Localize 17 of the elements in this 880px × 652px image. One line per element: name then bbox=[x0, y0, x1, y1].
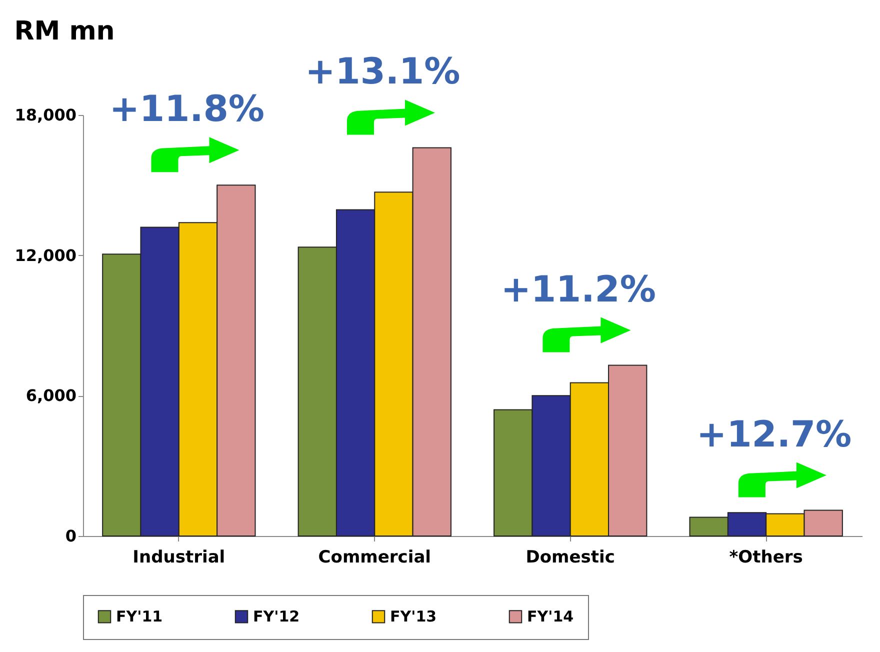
y-tick-label: 6,000 bbox=[26, 386, 76, 406]
x-tick-label: *Others bbox=[729, 548, 803, 568]
chart-title: RM mn bbox=[14, 16, 115, 47]
legend-label: FY'12 bbox=[253, 608, 300, 626]
legend-label: FY'11 bbox=[116, 608, 163, 626]
y-tick-label: 0 bbox=[65, 526, 76, 546]
x-tick-label: Commercial bbox=[318, 548, 431, 568]
y-tick-label: 12,000 bbox=[14, 246, 76, 265]
y-tick-label: 18,000 bbox=[14, 106, 76, 124]
x-tick-label: Industrial bbox=[132, 548, 226, 568]
text: +13.1% bbox=[305, 52, 460, 93]
annotation: +11.8% bbox=[109, 89, 264, 130]
x-tick-label: Domestic bbox=[526, 548, 615, 568]
legend-label: FY'13 bbox=[390, 608, 437, 626]
legend-label: FY'14 bbox=[527, 608, 574, 626]
annotation: +11.2% bbox=[500, 269, 656, 310]
annotation: +12.7% bbox=[696, 414, 852, 456]
